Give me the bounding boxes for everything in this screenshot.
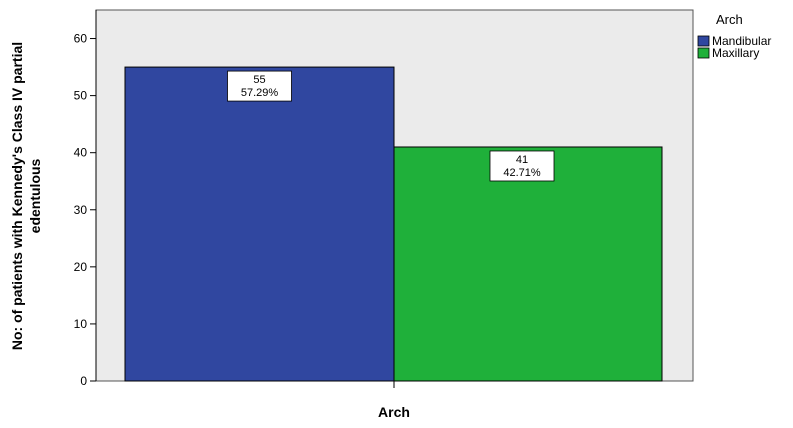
- data-label-box: [489, 150, 555, 182]
- legend-swatch-maxillary: [697, 47, 710, 59]
- y-axis-title-line1: No: of patients with Kennedy's Class IV …: [9, 42, 25, 350]
- y-tick-label: 60: [74, 32, 88, 46]
- legend-title: Arch: [716, 12, 743, 27]
- bars: [124, 66, 663, 382]
- bar-mandibular: [124, 66, 395, 382]
- y-axis-title-line2: edentulous: [27, 158, 43, 233]
- y-tick-label: 50: [74, 89, 88, 103]
- bar-maxillary: [393, 146, 663, 382]
- data-label-count: 55: [253, 74, 265, 86]
- y-tick-label: 10: [74, 317, 88, 331]
- data-label-box: [227, 70, 292, 102]
- y-axis-ticks: 0 10 20 30 40 50 60: [74, 32, 96, 388]
- data-label-percent: 42.71%: [503, 167, 541, 179]
- x-axis-title: Arch: [378, 404, 410, 420]
- data-label-count: 41: [516, 154, 528, 166]
- legend-label-mandibular: Mandibular: [712, 34, 771, 48]
- legend-swatch-mandibular: [697, 35, 710, 47]
- y-tick-label: 0: [80, 374, 87, 388]
- data-label-percent: 57.29%: [241, 87, 279, 99]
- y-tick-label: 40: [74, 146, 88, 160]
- y-tick-label: 20: [74, 260, 88, 274]
- y-tick-label: 30: [74, 203, 88, 217]
- legend-label-maxillary: Maxillary: [712, 46, 759, 60]
